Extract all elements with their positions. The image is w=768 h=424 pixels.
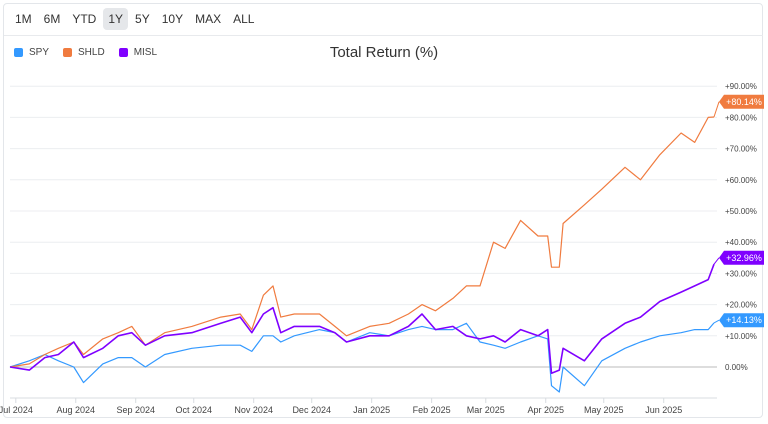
series-line-misl <box>9 263 715 375</box>
y-tick-label: 0.00% <box>725 363 748 372</box>
y-tick-label: +90.00% <box>725 82 757 91</box>
range-button-10y[interactable]: 10Y <box>161 12 184 26</box>
end-value-label: +80.14% <box>726 97 762 107</box>
x-tick-label: Jan 2025 <box>353 405 390 415</box>
range-button-all[interactable]: ALL <box>233 12 255 26</box>
legend-label: SHLD <box>78 47 105 58</box>
y-tick-label: +80.00% <box>725 113 757 122</box>
range-button-5y[interactable]: 5Y <box>135 12 150 26</box>
legend-item-shld[interactable]: SHLD <box>63 47 105 58</box>
y-tick-label: +70.00% <box>725 145 757 154</box>
legend-swatch <box>63 48 73 57</box>
end-value-tag-misl <box>719 250 764 265</box>
legend-swatch <box>14 48 23 57</box>
x-tick-label: Feb 2025 <box>413 405 451 415</box>
x-tick-label: Nov 2024 <box>234 405 273 415</box>
end-value-connector <box>713 319 720 324</box>
x-tick-label: Apr 2025 <box>527 405 564 415</box>
x-tick-label: Oct 2024 <box>175 405 212 415</box>
y-tick-label: +10.00% <box>725 332 757 341</box>
x-tick-label: Mar 2025 <box>467 405 505 415</box>
y-tick-label: +20.00% <box>725 301 757 310</box>
chart-card <box>3 3 763 418</box>
range-selector: 1M 6M YTD 1Y 5Y 10Y MAX ALL <box>4 4 259 34</box>
legend: SPY SHLD MISL <box>14 47 157 58</box>
chart-title: Total Return (%) <box>329 44 439 61</box>
x-tick-label: May 2025 <box>584 405 624 415</box>
end-value-connector <box>713 101 720 118</box>
series-line-shld <box>9 116 715 368</box>
end-value-tag-spy <box>719 313 764 328</box>
x-tick-label: Sep 2024 <box>116 405 155 415</box>
range-button-ytd[interactable]: YTD <box>72 12 97 26</box>
end-value-label: +14.13% <box>726 315 762 325</box>
x-tick-label: Aug 2024 <box>56 405 95 415</box>
divider <box>4 35 763 36</box>
range-button-1m[interactable]: 1M <box>15 12 32 26</box>
legend-item-misl[interactable]: MISL <box>118 47 158 58</box>
legend-swatch <box>118 48 128 57</box>
x-tick-label: Jun 2025 <box>645 405 682 415</box>
range-button-1y[interactable]: 1Y <box>103 8 129 30</box>
legend-item-spy[interactable]: SPY <box>14 47 49 58</box>
range-button-max[interactable]: MAX <box>195 12 222 26</box>
y-tick-label: +30.00% <box>725 269 757 278</box>
x-tick-label: Dec 2024 <box>292 405 331 415</box>
y-tick-label: +50.00% <box>725 207 757 216</box>
range-button-6m[interactable]: 6M <box>43 12 61 26</box>
y-tick-label: +60.00% <box>725 176 757 185</box>
legend-label: SPY <box>29 47 50 58</box>
end-value-tag-shld <box>719 94 764 109</box>
y-tick-label: +40.00% <box>725 238 757 247</box>
end-value-label: +32.96% <box>726 253 762 263</box>
x-tick-label: Jul 2024 <box>0 405 33 415</box>
end-value-connector <box>713 257 720 265</box>
legend-label: MISL <box>133 47 158 58</box>
